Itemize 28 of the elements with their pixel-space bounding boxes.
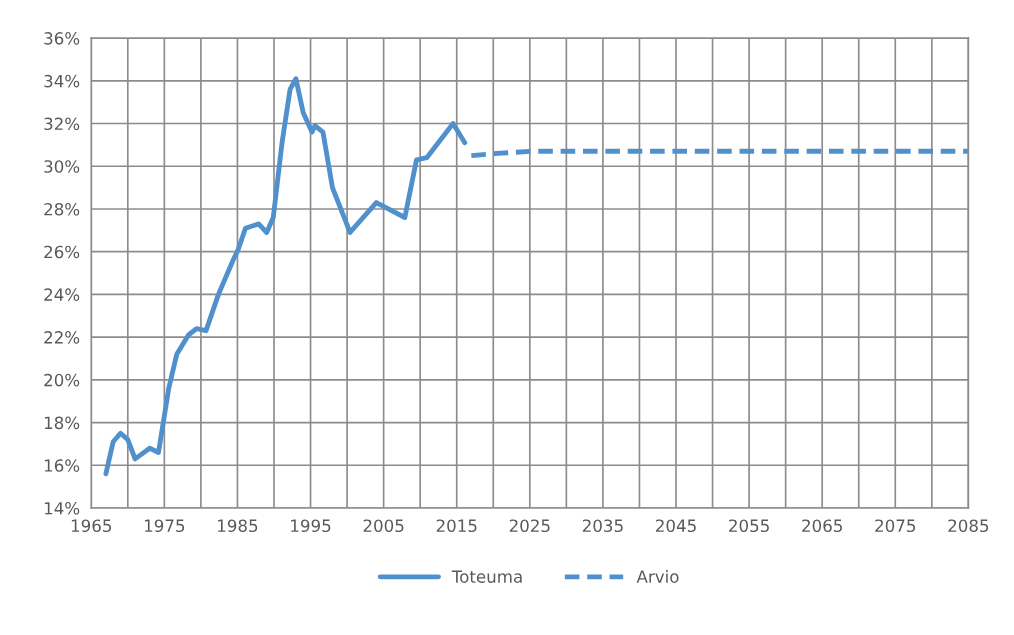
x-tick-label: 2035 [582, 519, 623, 533]
x-tick-label: 1985 [218, 519, 258, 533]
x-tick-label: 1975 [144, 519, 185, 533]
x-tick-label: 1965 [71, 519, 112, 533]
x-tick-label: 2065 [802, 519, 842, 533]
y-tick-label: 34% [44, 74, 80, 88]
x-tick-label: 2055 [729, 519, 769, 533]
y-tick-label: 18% [44, 416, 80, 430]
line-series [103, 76, 468, 477]
y-tick-label: 36% [44, 32, 80, 45]
y-tick-label: 24% [44, 288, 80, 301]
y-tick-label: 32% [44, 117, 80, 131]
y-tick-label: 20% [44, 373, 80, 387]
y-tick-label: 16% [44, 459, 80, 472]
legend-label: Arvio [636, 569, 679, 583]
y-tick-label: 28% [44, 202, 80, 216]
x-tick-label: 2025 [509, 519, 550, 533]
x-tick-label: 2045 [656, 519, 696, 533]
x-tick-label: 2075 [875, 519, 916, 533]
y-tick-label: 14% [44, 501, 80, 515]
y-tick-label: 22% [44, 331, 80, 344]
legend-label: Toteuma [451, 570, 522, 583]
x-tick-label: 2015 [436, 519, 477, 533]
y-tick-label: 26% [44, 245, 80, 259]
x-tick-label: 2005 [363, 519, 404, 533]
x-tick-label: 1995 [291, 519, 331, 533]
y-tick-label: 30% [44, 160, 80, 173]
x-tick-label: 2085 [948, 519, 989, 533]
